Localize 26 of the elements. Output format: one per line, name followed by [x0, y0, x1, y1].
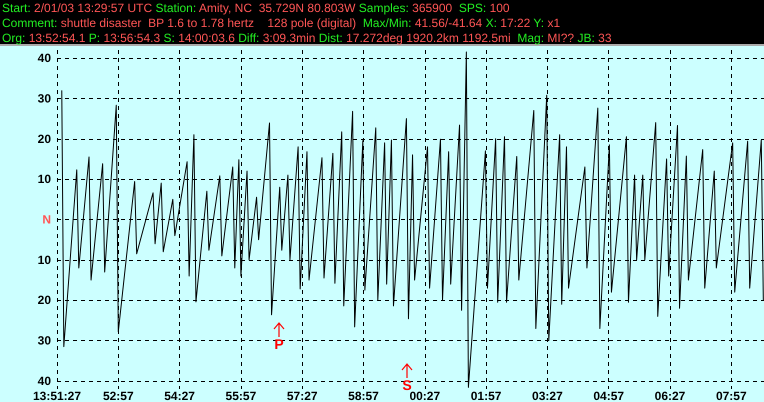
text: Comment: shuttle disaster BP 1.6 to 1.78 hertz 128 pole (digital) Max/Min: 41.56/-41.64 X: 17:22 Y: x1 [2, 16, 560, 30]
x-tick-label: 07:57 [716, 389, 747, 402]
text: Org: 13:52:54.1 P: 13:56:54.3 S: 14:00:03.6 Diff: 3:09.3min Dist: 17.272deg 1920.2km 1192.5mi Mag: MI?? JB: 33 [2, 31, 612, 45]
x-tick-label: 52:57 [102, 389, 134, 402]
y-tick-label: 10 [38, 252, 52, 267]
y-tick-label: N [42, 212, 51, 226]
y-tick-label: 20 [38, 132, 52, 146]
y-tick-label: 30 [38, 91, 52, 106]
annotation: P [273, 336, 285, 352]
x-tick-label: 00:27 [409, 389, 440, 402]
annotation: S [401, 377, 412, 393]
y-tick-label: 10 [38, 172, 52, 186]
y-tick-label: 40 [38, 374, 52, 388]
x-tick-label: 58:57 [348, 389, 380, 402]
x-tick-label: 01:57 [470, 389, 502, 402]
y-tick-label: 20 [38, 293, 52, 308]
x-tick-label: 03:27 [532, 389, 564, 402]
y-tick-label: 40 [38, 51, 52, 66]
x-tick-label: 55:57 [226, 389, 257, 402]
x-tick-label: 13:51:27 [32, 389, 82, 402]
x-tick-label: 06:27 [654, 389, 686, 402]
x-tick-label: 04:57 [593, 389, 624, 402]
chart-title: Start: 2/01/03 13:29:57 UTC Station: Amity, NC 35.729N 80.803W Samples: 365900 SPS: 100 [2, 1, 510, 15]
x-tick-label: 57:27 [286, 389, 318, 402]
x-tick-label: 54:27 [164, 389, 196, 402]
y-tick-label: 30 [38, 334, 52, 348]
